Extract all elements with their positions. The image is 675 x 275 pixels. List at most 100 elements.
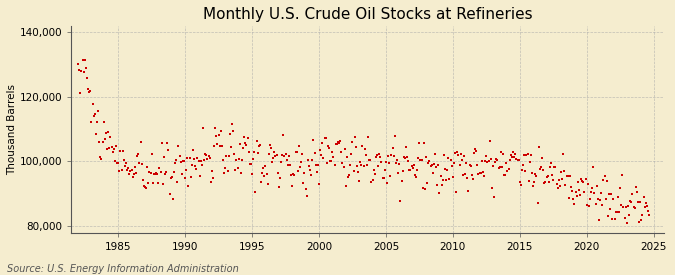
- Point: [385, 174, 396, 178]
- Point: [140, 185, 151, 189]
- Point: [178, 159, 188, 163]
- Point: [484, 138, 495, 143]
- Point: [529, 180, 539, 185]
- Point: [96, 157, 107, 162]
- Point: [171, 158, 182, 163]
- Point: [85, 89, 96, 94]
- Point: [103, 130, 113, 134]
- Point: [501, 161, 512, 165]
- Point: [97, 140, 108, 144]
- Point: [271, 153, 282, 158]
- Point: [423, 161, 434, 166]
- Point: [616, 202, 626, 207]
- Point: [388, 154, 399, 158]
- Point: [320, 136, 331, 140]
- Point: [253, 144, 264, 148]
- Point: [443, 156, 454, 160]
- Point: [557, 176, 568, 181]
- Point: [417, 186, 428, 190]
- Point: [483, 159, 494, 163]
- Point: [252, 150, 263, 155]
- Point: [234, 142, 245, 147]
- Point: [615, 186, 626, 191]
- Point: [383, 153, 394, 158]
- Point: [376, 160, 387, 164]
- Point: [524, 160, 535, 164]
- Point: [138, 184, 149, 189]
- Point: [405, 168, 416, 172]
- Point: [321, 161, 332, 166]
- Point: [641, 204, 652, 208]
- Point: [618, 205, 629, 210]
- Point: [209, 144, 219, 148]
- Point: [294, 144, 304, 148]
- Point: [583, 182, 593, 186]
- Point: [347, 140, 358, 144]
- Point: [281, 157, 292, 162]
- Point: [523, 178, 534, 183]
- Point: [272, 171, 283, 175]
- Point: [145, 171, 156, 176]
- Point: [95, 155, 106, 159]
- Point: [454, 163, 465, 167]
- Point: [429, 152, 440, 157]
- Point: [548, 178, 559, 183]
- Point: [526, 153, 537, 158]
- Point: [612, 194, 623, 199]
- Point: [444, 176, 455, 181]
- Point: [495, 150, 506, 155]
- Point: [123, 166, 134, 170]
- Point: [415, 157, 426, 162]
- Point: [583, 204, 594, 208]
- Point: [436, 183, 447, 188]
- Point: [82, 76, 92, 80]
- Point: [287, 184, 298, 188]
- Point: [107, 150, 118, 155]
- Point: [477, 159, 487, 164]
- Point: [248, 157, 259, 161]
- Point: [374, 152, 385, 156]
- Point: [328, 155, 339, 159]
- Point: [279, 154, 290, 158]
- Point: [516, 168, 527, 172]
- Point: [241, 143, 252, 147]
- Point: [362, 135, 373, 139]
- Point: [133, 152, 144, 156]
- Point: [132, 154, 142, 158]
- Point: [632, 200, 643, 204]
- Point: [269, 150, 279, 154]
- Point: [308, 138, 319, 143]
- Point: [535, 166, 545, 171]
- Point: [234, 157, 244, 161]
- Point: [453, 153, 464, 158]
- Point: [102, 147, 113, 152]
- Point: [420, 187, 431, 191]
- Point: [407, 166, 418, 170]
- Point: [336, 150, 347, 155]
- Point: [242, 136, 253, 140]
- Point: [636, 218, 647, 222]
- Point: [290, 150, 301, 154]
- Point: [317, 141, 328, 145]
- Point: [644, 213, 655, 217]
- Point: [215, 129, 226, 133]
- Point: [506, 155, 517, 159]
- Point: [539, 181, 549, 185]
- Point: [87, 102, 98, 106]
- Point: [162, 141, 173, 145]
- Point: [298, 181, 308, 186]
- Point: [362, 163, 373, 167]
- Point: [610, 209, 621, 214]
- Point: [330, 142, 341, 146]
- Point: [224, 132, 235, 137]
- Point: [207, 169, 217, 174]
- Point: [562, 174, 573, 179]
- Point: [538, 168, 549, 173]
- Point: [634, 200, 645, 205]
- Point: [381, 160, 392, 164]
- Point: [346, 152, 356, 156]
- Point: [497, 152, 508, 156]
- Point: [475, 171, 486, 175]
- Point: [359, 147, 370, 152]
- Point: [366, 180, 377, 185]
